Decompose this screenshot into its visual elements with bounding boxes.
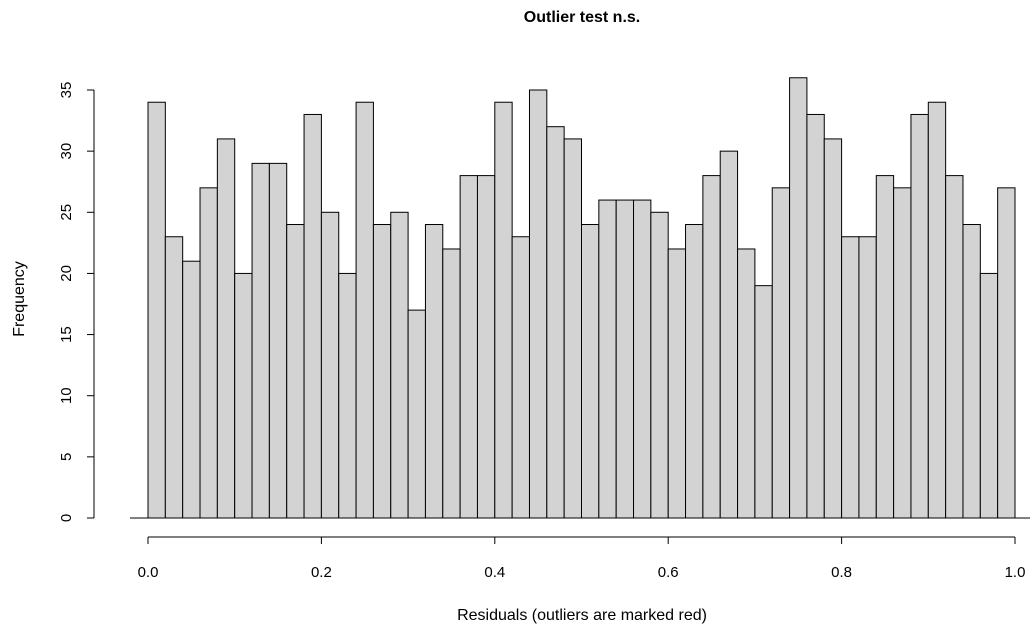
histogram-bar	[858, 236, 877, 519]
x-tick-label: 1.0	[1005, 564, 1026, 581]
histogram-bar	[806, 113, 825, 519]
x-tick-label: 0.4	[484, 564, 505, 581]
chart-title: Outlier test n.s.	[524, 9, 640, 26]
y-axis: 0 5 10 15 20 25 30 35	[58, 82, 95, 522]
histogram-bar	[581, 224, 600, 519]
histogram-bar	[737, 248, 756, 519]
histogram-bar	[199, 187, 218, 519]
histogram-bar	[407, 309, 426, 519]
histogram-bar	[598, 199, 617, 519]
histogram-bar	[268, 162, 288, 519]
bars-group	[130, 77, 1030, 519]
histogram-bar	[216, 138, 236, 519]
y-tick-label: 0	[58, 514, 75, 522]
histogram-bar	[338, 272, 357, 519]
y-tick-label: 20	[58, 265, 75, 282]
histogram-bar	[563, 138, 582, 519]
histogram-bar	[997, 187, 1016, 519]
histogram-bar	[875, 175, 895, 519]
histogram-bar	[147, 101, 166, 519]
histogram-bar	[841, 236, 860, 519]
histogram-bar	[355, 101, 374, 519]
histogram-bar	[476, 175, 496, 519]
histogram-bar	[702, 175, 721, 519]
x-tick-label: 0.6	[658, 564, 679, 581]
histogram-bar	[164, 236, 184, 519]
y-axis-label: Frequency	[11, 261, 28, 337]
histogram-bar	[650, 211, 669, 519]
histogram-bar	[667, 248, 687, 519]
histogram-bar	[962, 224, 981, 519]
x-axis-label: Residuals (outliers are marked red)	[457, 607, 707, 624]
histogram-bar	[494, 101, 513, 519]
histogram-bar	[945, 175, 964, 519]
histogram-bar	[511, 236, 530, 519]
histogram-bar	[685, 224, 704, 519]
histogram-bar	[424, 224, 444, 519]
x-axis: 0.0 0.2 0.4 0.6 0.8 1.0	[138, 536, 1026, 581]
histogram-bar	[372, 224, 392, 519]
histogram-bar	[719, 150, 739, 519]
histogram-bar	[546, 126, 565, 519]
histogram-bar	[303, 113, 322, 519]
x-tick-label: 0.0	[138, 564, 159, 581]
histogram-bar	[754, 285, 773, 519]
histogram-bar	[910, 113, 929, 519]
x-tick-label: 0.2	[311, 564, 332, 581]
histogram-bar	[286, 224, 305, 519]
x-tick-label: 0.8	[831, 564, 852, 581]
histogram-bar	[823, 138, 843, 519]
histogram-bar	[528, 89, 548, 519]
histogram-bar	[390, 211, 409, 519]
histogram-bar	[979, 272, 999, 519]
histogram-bar	[182, 260, 201, 519]
histogram-bar	[442, 248, 461, 519]
histogram-bar	[320, 211, 340, 519]
histogram-bar	[615, 199, 635, 519]
histogram-bar	[893, 187, 912, 519]
y-tick-label: 35	[58, 82, 75, 99]
histogram-bar	[927, 101, 947, 519]
histogram-bar	[459, 175, 478, 519]
histogram-bar	[771, 187, 791, 519]
histogram-bar	[789, 77, 808, 519]
histogram-bar	[633, 199, 652, 519]
y-tick-label: 10	[58, 387, 75, 404]
y-tick-label: 5	[58, 453, 75, 461]
y-tick-label: 30	[58, 143, 75, 160]
y-tick-label: 15	[58, 326, 75, 343]
histogram-bar	[251, 162, 270, 519]
histogram-bar	[234, 272, 253, 519]
y-tick-label: 25	[58, 204, 75, 221]
